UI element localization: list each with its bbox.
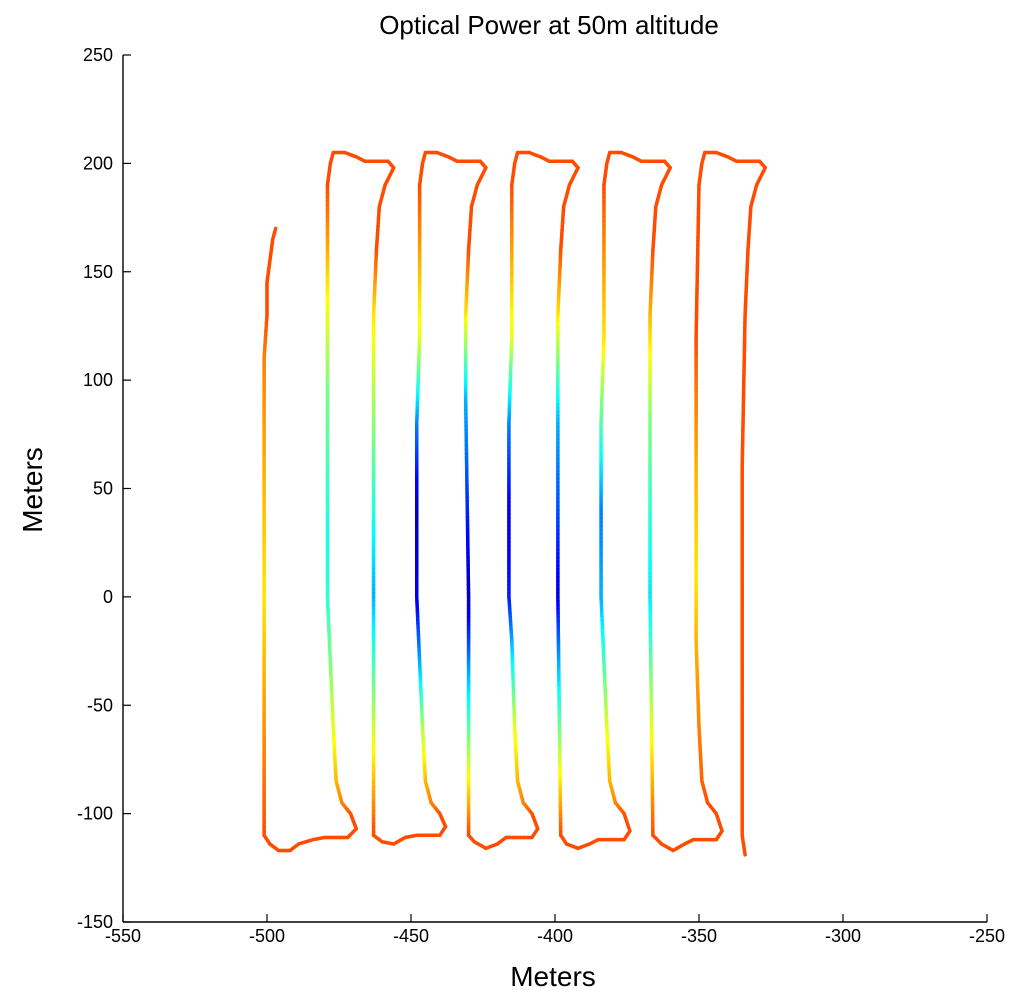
- x-tick-label: -550: [105, 926, 141, 946]
- y-tick-label: 0: [103, 587, 113, 607]
- flight-track-1: [262, 150, 396, 853]
- y-tick-label: -150: [77, 912, 113, 932]
- x-tick-label: -450: [393, 926, 429, 946]
- x-tick-label: -250: [969, 926, 1005, 946]
- chart-title: Optical Power at 50m altitude: [379, 10, 719, 40]
- x-tick-label: -300: [825, 926, 861, 946]
- x-tick-label: -350: [681, 926, 717, 946]
- x-axis-label: Meters: [510, 961, 596, 992]
- x-axis-ticks: -550 -500 -450 -400 -350 -300 -250: [105, 914, 1005, 946]
- flight-track-2: [371, 150, 488, 846]
- plot-area: -550 -500 -450 -400 -350 -300 -250 -150-100-50…: [77, 45, 1005, 946]
- flight-tracks: [262, 150, 767, 857]
- flight-track-3: [466, 150, 580, 851]
- track-segment: [742, 849, 747, 857]
- x-tick-label: -400: [537, 926, 573, 946]
- y-tick-label: 150: [83, 262, 113, 282]
- x-tick-label: -500: [249, 926, 285, 946]
- y-tick-label: -50: [87, 695, 113, 715]
- flight-track-4: [559, 150, 672, 851]
- y-tick-label: 250: [83, 45, 113, 65]
- y-axis-ticks: -150 -100 -50 0 50 100 150 200 250: [77, 45, 131, 932]
- y-tick-label: 200: [83, 153, 113, 173]
- y-tick-label: 100: [83, 370, 113, 390]
- y-tick-label: -100: [77, 804, 113, 824]
- flight-track-5: [651, 150, 767, 857]
- y-tick-label: 50: [93, 479, 113, 499]
- y-axis-label: Meters: [17, 447, 48, 533]
